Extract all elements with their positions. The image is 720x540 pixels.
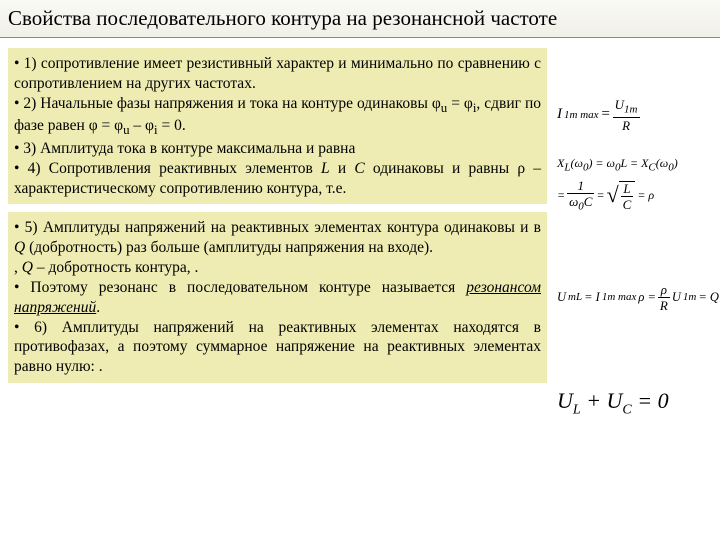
content: • 1) сопротивление имеет резистивный хар…: [0, 38, 720, 428]
formula-rho: = 1 ω0C = √ L C = ρ: [557, 179, 718, 213]
point-5: • 5) Амплитуды напряжений на реактивных …: [14, 218, 541, 258]
formula-i1m: I1m max = U1m R: [557, 98, 718, 132]
block-2: • 5) Амплитуды напряжений на реактивных …: [8, 212, 547, 383]
point-4: • 4) Сопротивления реактивных элементов …: [14, 159, 541, 199]
point-2: • 2) Начальные фазы напряжения и тока на…: [14, 94, 541, 139]
title-text: Свойства последовательного контура на ре…: [8, 6, 557, 30]
point-resonance: • Поэтому резонанс в последовательном ко…: [14, 278, 541, 318]
point-1: • 1) сопротивление имеет резистивный хар…: [14, 54, 541, 94]
slide-title: Свойства последовательного контура на ре…: [0, 0, 720, 38]
point-5-q: , Q – добротность контура, .: [14, 258, 541, 278]
point-3: • 3) Амплитуда тока в контуре максимальн…: [14, 139, 541, 159]
text-column: • 1) сопротивление имеет резистивный хар…: [0, 38, 555, 428]
formula-ul-uc: UL + UC = 0: [557, 388, 718, 418]
block-1: • 1) сопротивление имеет резистивный хар…: [8, 48, 547, 204]
formula-uml: UmL = I1m maxρ = ρ R U1m = QU1m: [557, 283, 718, 312]
formula-column: I1m max = U1m R XL(ω0) = ω0L = XC(ω0) = …: [555, 38, 720, 428]
point-6: • 6) Амплитуды напряжений на реактивных …: [14, 318, 541, 377]
formula-xl: XL(ω0) = ω0L = XC(ω0): [557, 156, 718, 173]
